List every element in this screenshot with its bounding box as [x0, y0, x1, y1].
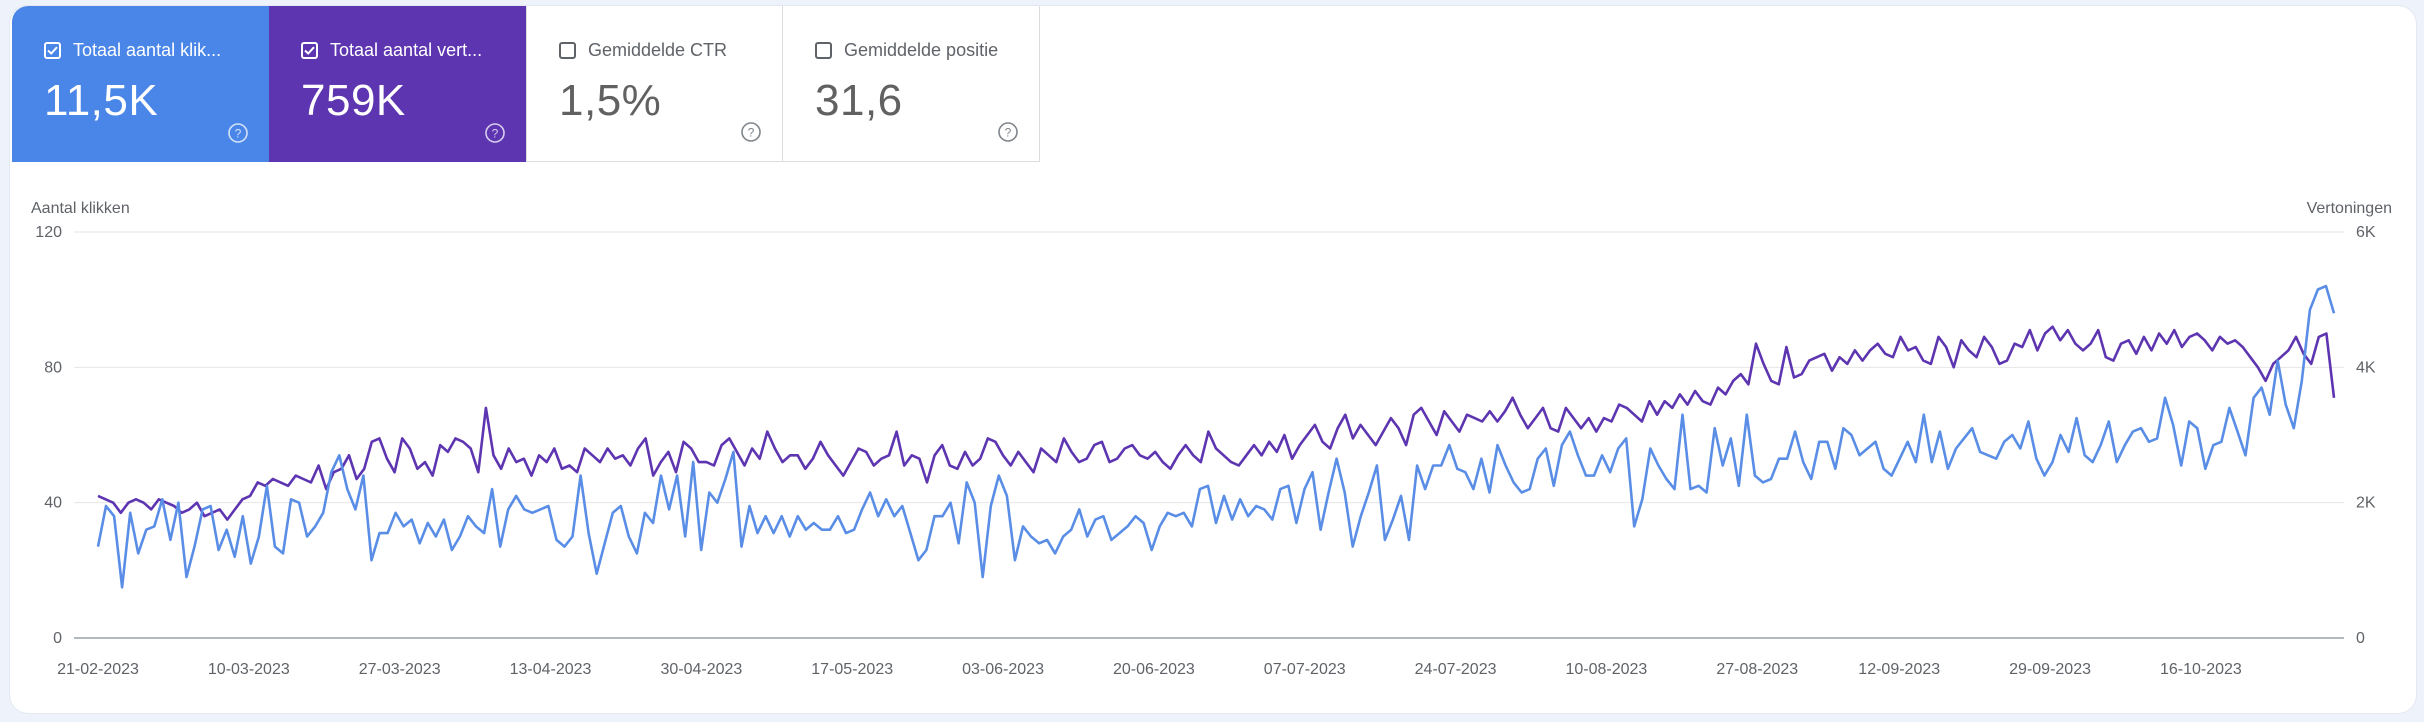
- metric-value: 759K: [301, 76, 406, 125]
- x-tick-label: 30-04-2023: [660, 661, 742, 678]
- x-axis-ticks: 21-02-2023 10-03-2023 27-03-2023 13-04-2023…: [57, 661, 2242, 678]
- help-icon[interactable]: ?: [227, 122, 249, 144]
- x-tick-label: 03-06-2023: [962, 661, 1044, 678]
- y-axis-title: Aantal klikken: [31, 200, 130, 217]
- x-tick-label: 13-04-2023: [510, 661, 592, 678]
- x-tick-label: 16-10-2023: [2160, 661, 2242, 678]
- series-line-impressions: [97, 325, 2336, 521]
- y-tick-label: 80: [44, 359, 62, 376]
- svg-text:?: ?: [235, 127, 242, 141]
- x-tick-label: 10-03-2023: [208, 661, 290, 678]
- metric-value: 1,5%: [559, 76, 662, 125]
- checkbox-checked-icon[interactable]: [301, 42, 318, 59]
- x-tick-label: 10-08-2023: [1565, 661, 1647, 678]
- help-icon[interactable]: ?: [484, 122, 506, 144]
- svg-text:?: ?: [748, 126, 755, 140]
- metric-card-impressions[interactable]: Totaal aantal vert... 759K ?: [269, 6, 526, 162]
- help-icon[interactable]: ?: [997, 121, 1019, 143]
- y2-axis-ticks: 0 2K 4K 6K: [2356, 224, 2376, 647]
- metric-card-clicks[interactable]: Totaal aantal klik... 11,5K ?: [12, 6, 269, 162]
- y2-tick-label: 2K: [2356, 495, 2376, 512]
- series-line-clicks: [96, 284, 2336, 589]
- checkbox-unchecked-icon[interactable]: [559, 42, 576, 59]
- y2-tick-label: 0: [2356, 630, 2365, 647]
- svg-text:?: ?: [1005, 126, 1012, 140]
- y2-axis-title: Vertoningen: [2307, 200, 2392, 217]
- x-tick-label: 27-08-2023: [1716, 661, 1798, 678]
- x-tick-label: 12-09-2023: [1858, 661, 1940, 678]
- x-tick-label: 17-05-2023: [811, 661, 893, 678]
- svg-text:?: ?: [492, 127, 499, 141]
- metric-value: 11,5K: [44, 76, 159, 125]
- y2-tick-label: 6K: [2356, 224, 2376, 241]
- y-tick-label: 40: [44, 495, 62, 512]
- metric-card-position[interactable]: Gemiddelde positie 31,6 ?: [783, 6, 1040, 162]
- x-tick-label: 27-03-2023: [359, 661, 441, 678]
- x-tick-label: 29-09-2023: [2009, 661, 2091, 678]
- y-axis-ticks: 0 40 80 120: [35, 224, 62, 647]
- metric-value: 31,6: [815, 76, 903, 125]
- checkbox-unchecked-icon[interactable]: [815, 42, 832, 59]
- x-tick-label: 07-07-2023: [1264, 661, 1346, 678]
- checkbox-checked-icon[interactable]: [44, 42, 61, 59]
- x-tick-label: 24-07-2023: [1415, 661, 1497, 678]
- y-tick-label: 120: [35, 224, 62, 241]
- metric-cards: Totaal aantal klik... 11,5K ? Totaal aan…: [12, 6, 1040, 162]
- y2-tick-label: 4K: [2356, 359, 2376, 376]
- performance-panel: Totaal aantal klik... 11,5K ? Totaal aan…: [10, 6, 2416, 713]
- x-tick-label: 21-02-2023: [57, 661, 139, 678]
- help-icon[interactable]: ?: [740, 121, 762, 143]
- chart-gridlines: [74, 231, 2344, 639]
- metric-card-ctr[interactable]: Gemiddelde CTR 1,5% ?: [526, 6, 783, 162]
- x-tick-label: 20-06-2023: [1113, 661, 1195, 678]
- y-tick-label: 0: [53, 630, 62, 647]
